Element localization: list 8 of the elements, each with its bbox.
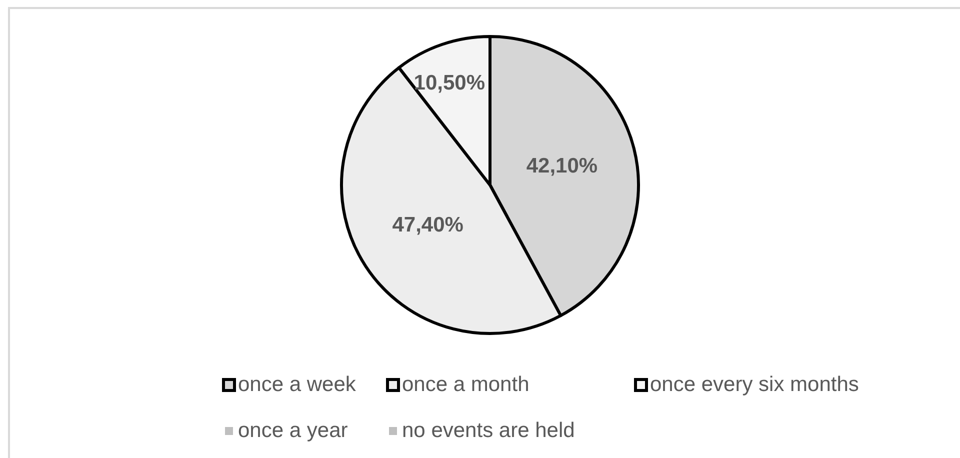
legend-label: no events are held — [402, 419, 575, 443]
legend-label: once a month — [402, 373, 530, 397]
legend-label: once a week — [238, 373, 356, 397]
data-label: 42,10% — [526, 154, 598, 178]
legend-label: once a year — [238, 419, 348, 443]
legend-label: once every six months — [650, 373, 859, 397]
data-label: 47,40% — [392, 213, 464, 236]
data-label: 10,50% — [414, 72, 486, 95]
